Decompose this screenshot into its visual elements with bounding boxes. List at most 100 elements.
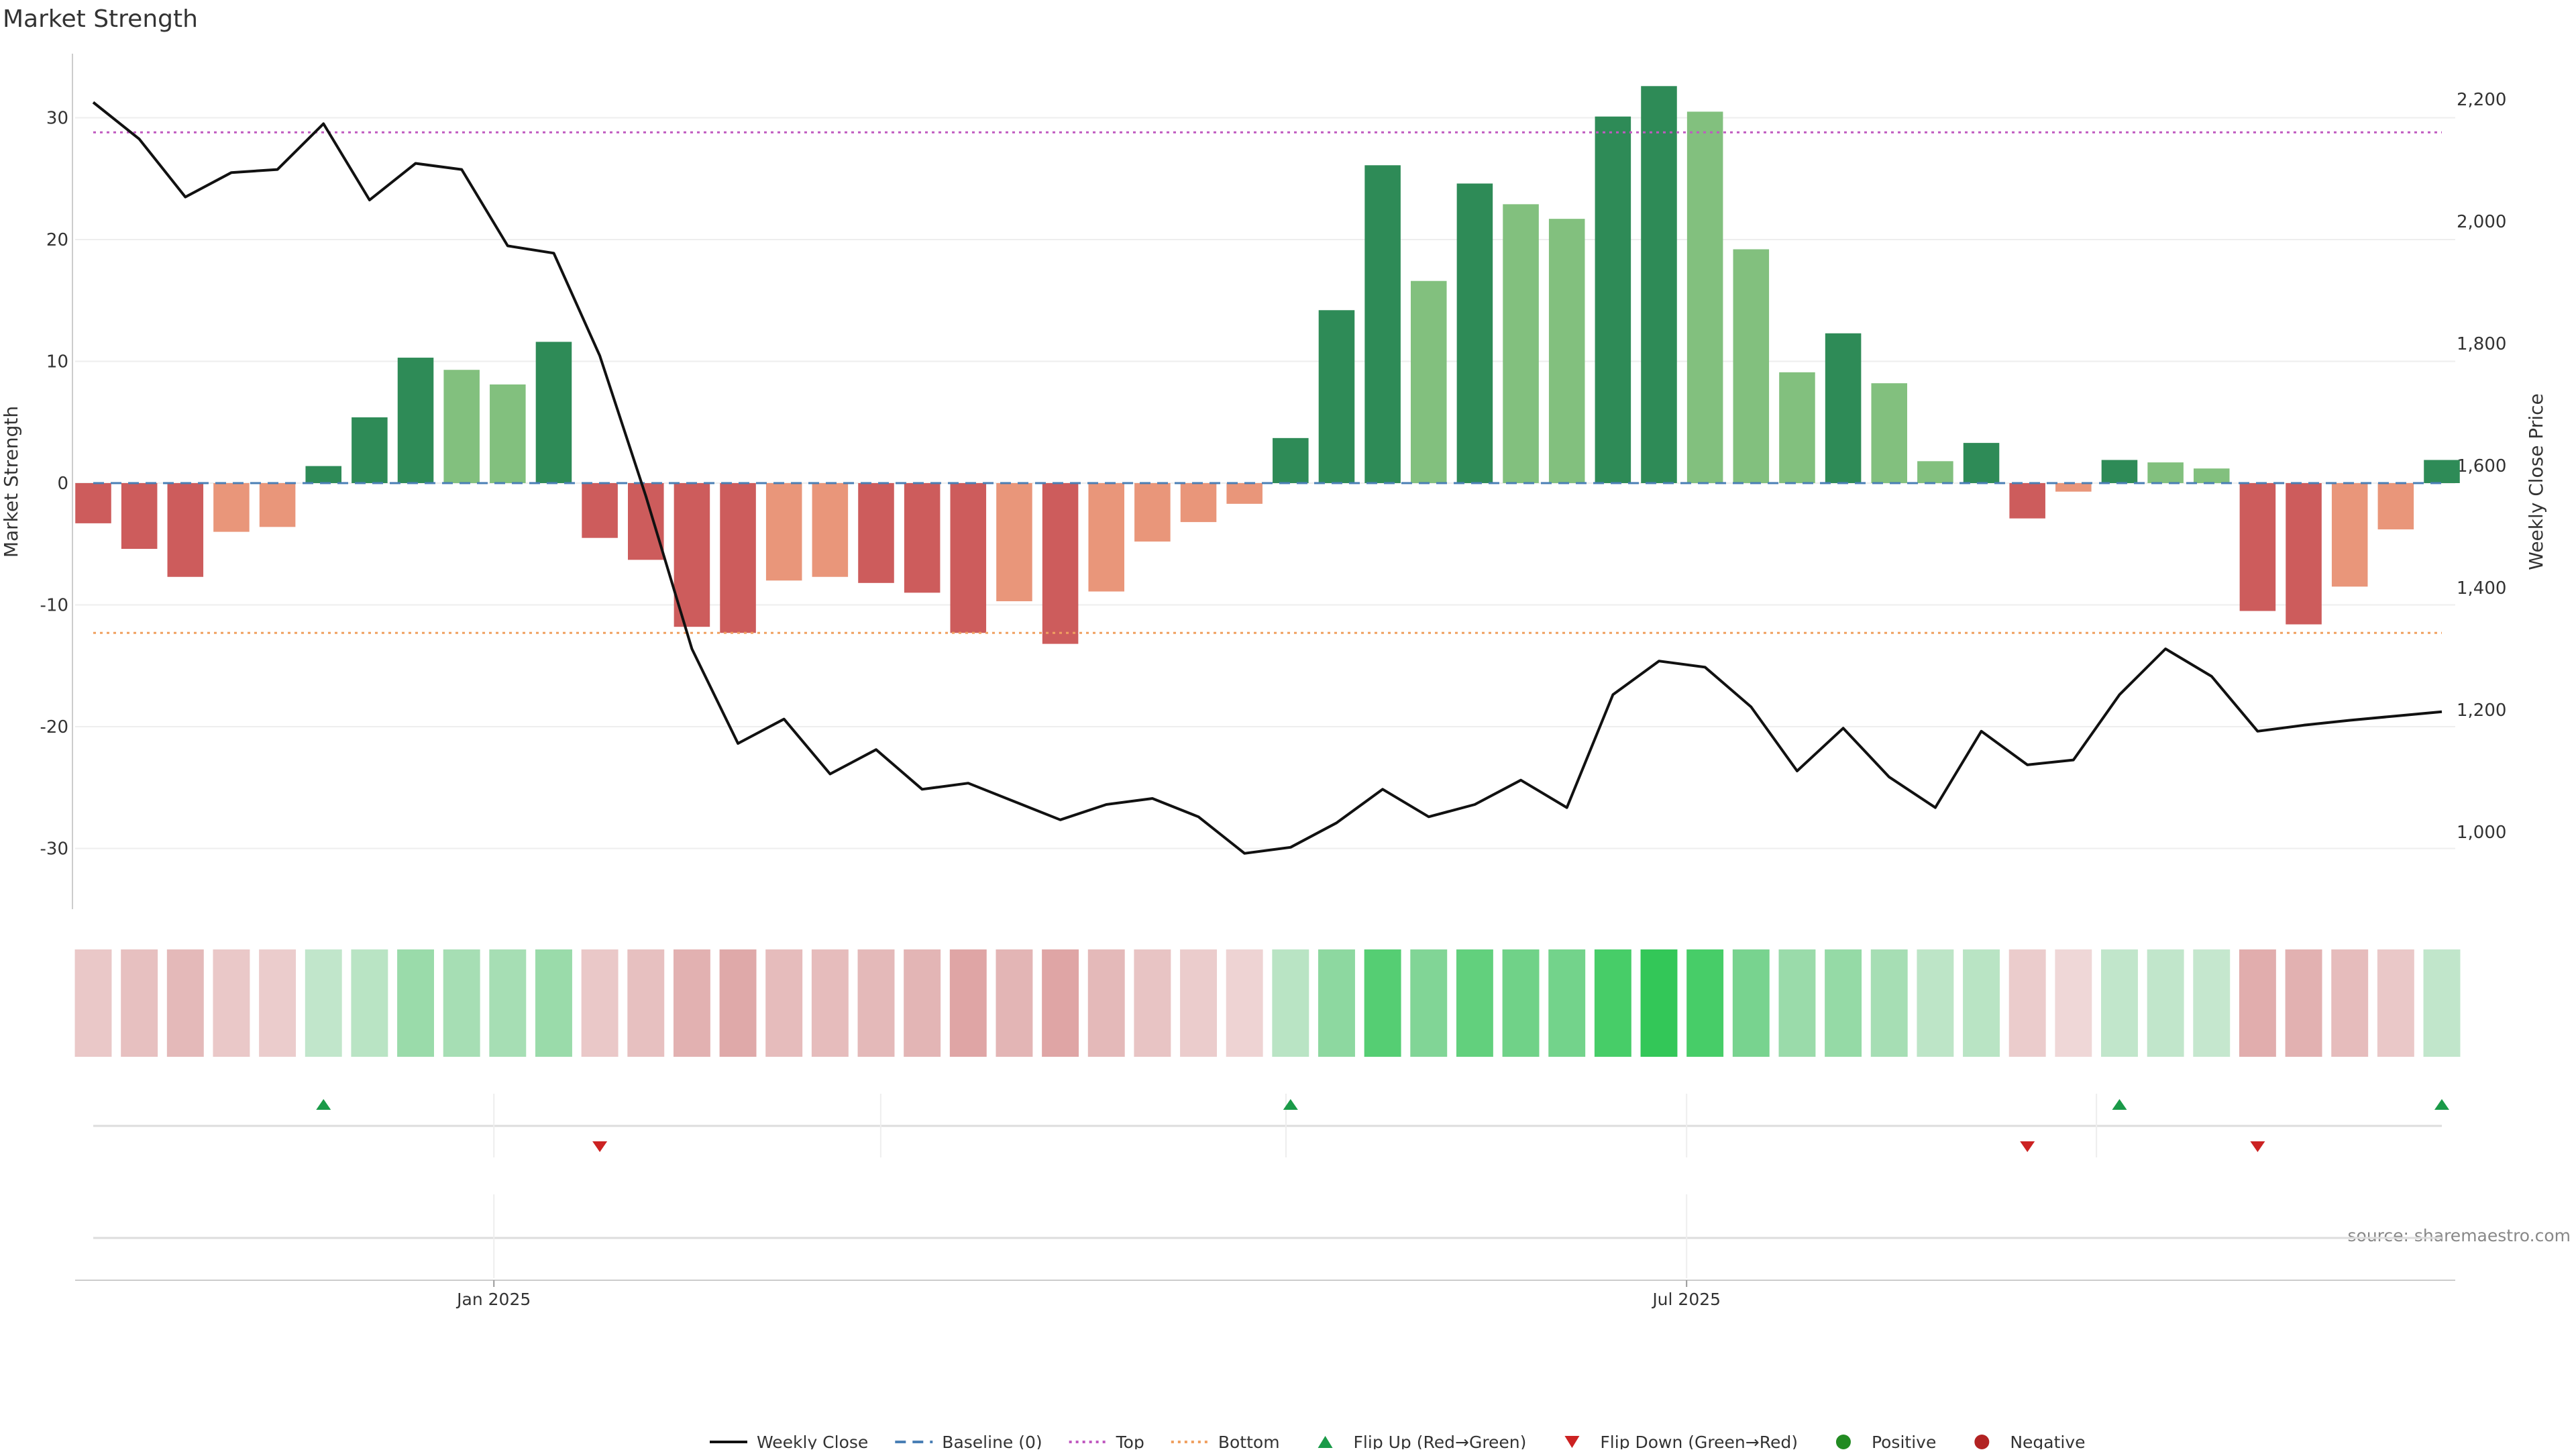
y2-tick-label: 1,000 xyxy=(2457,823,2506,843)
flip-down-marker xyxy=(2020,1141,2035,1152)
strength-bar xyxy=(2009,483,2045,519)
strength-bar xyxy=(1733,249,1770,483)
y2-tick-label: 1,400 xyxy=(2457,578,2506,599)
legend-label: Baseline (0) xyxy=(942,1433,1042,1449)
flip-up-icon xyxy=(1318,1436,1333,1448)
legend-label: Positive xyxy=(1872,1433,1936,1449)
strength-bar xyxy=(1871,383,1908,483)
flip-down-marker xyxy=(592,1141,608,1152)
strength-bar xyxy=(1226,483,1263,504)
strip-cell xyxy=(765,949,803,1057)
flip-down-marker xyxy=(2250,1141,2265,1152)
strip-cell xyxy=(2285,949,2322,1057)
strip-cell xyxy=(2055,949,2092,1057)
strength-bar xyxy=(1917,461,1953,483)
strip-cell xyxy=(166,949,204,1057)
strength-bar xyxy=(1779,372,1815,483)
flip-up-marker xyxy=(2434,1099,2449,1110)
strip-cell xyxy=(996,949,1033,1057)
y2-tick-label: 1,800 xyxy=(2457,334,2506,354)
strength-bar xyxy=(1410,280,1447,483)
flip-down-icon xyxy=(1564,1436,1580,1448)
strip-cell xyxy=(1502,949,1540,1057)
strength-bar xyxy=(1825,333,1862,483)
strength-bar xyxy=(582,483,618,538)
strip-cell xyxy=(1226,949,1263,1057)
strip-cell xyxy=(1272,949,1309,1057)
y2-tick-label: 1,600 xyxy=(2457,456,2506,476)
strip-cell xyxy=(213,949,250,1057)
flip-events-panel xyxy=(93,1094,2449,1157)
y-axis-label: Market Strength xyxy=(0,406,22,558)
y-tick-label: 30 xyxy=(46,109,68,129)
flip-up-marker xyxy=(316,1099,331,1110)
strength-bar xyxy=(1364,165,1401,483)
strip-cell xyxy=(673,949,710,1057)
strength-bar xyxy=(1963,443,2000,483)
strength-bar xyxy=(167,483,204,577)
strength-bar xyxy=(996,483,1032,602)
weekly-close-line xyxy=(92,101,2443,855)
legend-label: Bottom xyxy=(1218,1433,1280,1449)
x-tick-label: Jul 2025 xyxy=(1651,1290,1721,1309)
y-tick-label: 10 xyxy=(46,352,68,372)
strip-cell xyxy=(74,949,112,1057)
strength-bar xyxy=(121,483,158,550)
flip-up-marker xyxy=(2112,1099,2127,1110)
source-label: source: sharemaestro.com xyxy=(2348,1226,2571,1245)
strength-bar xyxy=(535,342,572,483)
strip-cell xyxy=(1732,949,1770,1057)
strip-cell xyxy=(1087,949,1125,1057)
strength-bar xyxy=(259,483,296,527)
strip-cell xyxy=(1917,949,1954,1057)
strip-cell xyxy=(2008,949,2046,1057)
strip-cell xyxy=(857,949,895,1057)
strip-cell xyxy=(2193,949,2231,1057)
strip-cell xyxy=(1042,949,1079,1057)
strength-bar xyxy=(1318,310,1355,483)
strip-cell xyxy=(2377,949,2414,1057)
legend-item: Bottom xyxy=(1171,1433,1280,1452)
strip-cell xyxy=(1870,949,1908,1057)
heat-strip xyxy=(74,949,2461,1057)
strip-cell xyxy=(1686,949,1724,1057)
strip-cell xyxy=(2147,949,2184,1057)
strength-bar xyxy=(2055,483,2092,492)
strip-cell xyxy=(1456,949,1493,1057)
strip-cell xyxy=(397,949,434,1057)
strip-cell xyxy=(1640,949,1678,1057)
strip-cell xyxy=(2239,949,2276,1057)
y-tick-label: -20 xyxy=(40,717,68,737)
strength-bar xyxy=(305,466,342,483)
legend-item: Baseline (0) xyxy=(895,1433,1042,1452)
strip-cell xyxy=(351,949,388,1057)
strength-bar xyxy=(2377,483,2414,529)
y2-tick-label: 2,200 xyxy=(2457,90,2506,110)
strength-bar xyxy=(2424,460,2460,483)
strength-bar xyxy=(1088,483,1125,592)
strength-bar xyxy=(1134,483,1171,542)
strength-bar xyxy=(765,483,802,581)
legend-item: Weekly Close xyxy=(710,1433,868,1452)
legend-label: Negative xyxy=(2010,1433,2085,1449)
strength-bar xyxy=(1042,483,1079,644)
strip-cell xyxy=(904,949,941,1057)
y-tick-label: -10 xyxy=(40,596,68,616)
strip-cell xyxy=(1594,949,1631,1057)
strength-bar xyxy=(1686,111,1723,484)
y2-tick-label: 1,200 xyxy=(2457,701,2506,721)
y2-tick-label: 2,000 xyxy=(2457,212,2506,232)
strength-bar xyxy=(1641,86,1677,483)
strip-cell xyxy=(2101,949,2138,1057)
strength-bar xyxy=(213,483,250,532)
x-tick-label: Jan 2025 xyxy=(455,1290,531,1309)
strip-cell xyxy=(1778,949,1816,1057)
strip-cell xyxy=(1318,949,1355,1057)
strength-bar xyxy=(720,483,756,633)
legend-item: Flip Down (Green→Red) xyxy=(1564,1433,1798,1452)
strength-bar xyxy=(2193,468,2230,483)
strip-cell xyxy=(627,949,665,1057)
legend-item: Flip Up (Red→Green) xyxy=(1318,1433,1526,1452)
strip-cell xyxy=(1364,949,1401,1057)
